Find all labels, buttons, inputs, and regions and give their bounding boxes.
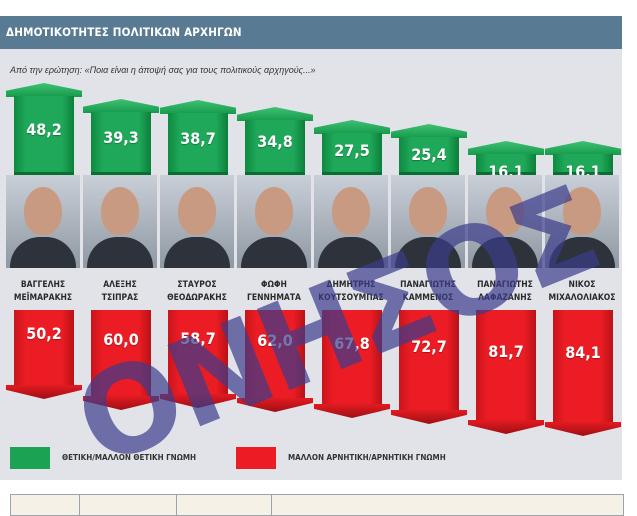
- leader-name: ΑΛΕΞΗΣ ΤΣΙΠΡΑΣ: [81, 279, 159, 305]
- positive-bar: 16,1: [553, 154, 613, 181]
- positive-value: 27,5: [334, 141, 370, 160]
- negative-bar: 58,7: [168, 310, 228, 395]
- leader-first-name: ΑΛΕΞΗΣ: [103, 280, 137, 290]
- arrow-up-icon: [468, 141, 544, 155]
- leader-name: ΦΩΦΗ ΓΕΝΝΗΜΑΤΑ: [235, 279, 313, 305]
- leader-name: ΔΗΜΗΤΡΗΣ ΚΟΥΤΣΟΥΜΠΑΣ: [312, 279, 390, 305]
- leader-last-name: ΜΕΪΜΑΡΑΚΗΣ: [13, 293, 73, 303]
- leader-photo: [83, 175, 157, 268]
- chart-title: ΔΗΜΟΤΙΚΟΤΗΤΕΣ ΠΟΛΙΤΙΚΩΝ ΑΡΧΗΓΩΝ: [0, 16, 622, 49]
- leader-photo: [391, 175, 465, 268]
- leader-first-name: ΣΤΑΥΡΟΣ: [177, 280, 217, 290]
- leader-photo: [6, 175, 80, 268]
- leader-photo: [468, 175, 542, 268]
- legend-label-positive: ΘΕΤΙΚΗ/ΜΑΛΛΟΝ ΘΕΤΙΚΗ ΓΝΩΜΗ: [62, 453, 197, 462]
- negative-value: 50,2: [26, 324, 62, 343]
- leader-name: ΝΙΚΟΣ ΜΙΧΑΛΟΛΙΑΚΟΣ: [543, 279, 621, 305]
- arrow-up-icon: [160, 100, 236, 114]
- positive-arrow: 38,7: [160, 100, 236, 175]
- legend-swatch-positive: [10, 447, 50, 469]
- negative-bar: 84,1: [553, 310, 613, 423]
- positive-arrow: 48,2: [6, 83, 82, 175]
- leader-photo: [160, 175, 234, 268]
- leader-last-name: ΜΙΧΑΛΟΛΙΑΚΟΣ: [548, 293, 616, 303]
- arrow-up-icon: [545, 141, 621, 155]
- positive-bar: 25,4: [399, 137, 459, 175]
- negative-value: 72,7: [411, 336, 447, 356]
- positive-arrow: 25,4: [391, 124, 467, 175]
- negative-value: 58,7: [180, 328, 216, 348]
- arrow-up-icon: [391, 124, 467, 138]
- leader-name: ΣΤΑΥΡΟΣ ΘΕΟΔΩΡΑΚΗΣ: [158, 279, 236, 305]
- arrow-down-icon: [160, 394, 236, 408]
- arrow-down-icon: [468, 420, 544, 434]
- arrow-down-icon: [6, 385, 82, 399]
- negative-value: 84,1: [565, 342, 601, 362]
- positive-value: 39,3: [103, 128, 139, 147]
- leader-last-name: ΚΑΜΜΕΝΟΣ: [402, 293, 454, 303]
- leader-name: ΒΑΓΓΕΛΗΣ ΜΕΪΜΑΡΑΚΗΣ: [4, 279, 82, 305]
- positive-arrow: 16,1: [545, 141, 621, 181]
- negative-value: 62,0: [257, 330, 293, 350]
- negative-bar: 62,0: [245, 310, 305, 399]
- leader-photo: [237, 175, 311, 268]
- positive-arrow: 34,8: [237, 107, 313, 175]
- positive-bar: 39,3: [91, 112, 151, 175]
- leader-first-name: ΝΙΚΟΣ: [568, 280, 596, 290]
- leader-first-name: ΠΑΝΑΓΙΩΤΗΣ: [477, 280, 533, 290]
- positive-arrow: 16,1: [468, 141, 544, 181]
- positive-value: 25,4: [411, 145, 447, 164]
- negative-bar: 72,7: [399, 310, 459, 411]
- arrow-down-icon: [83, 396, 159, 410]
- leader-photo: [314, 175, 388, 268]
- leader-first-name: ΒΑΓΓΕΛΗΣ: [20, 280, 66, 290]
- negative-bar: 50,2: [14, 310, 74, 386]
- leader-last-name: ΓΕΝΝΗΜΑΤΑ: [247, 293, 301, 303]
- leader-last-name: ΚΟΥΤΣΟΥΜΠΑΣ: [318, 293, 384, 303]
- chart-subtitle: Από την ερώτηση: «Ποια είναι η άποψή σας…: [10, 65, 316, 75]
- negative-bar: 67,8: [322, 310, 382, 405]
- leader-last-name: ΤΣΙΠΡΑΣ: [101, 293, 139, 303]
- negative-bar: 81,7: [476, 310, 536, 421]
- positive-bar: 27,5: [322, 133, 382, 175]
- arrow-up-icon: [237, 107, 313, 121]
- arrow-down-icon: [391, 410, 467, 424]
- arrow-up-icon: [6, 83, 82, 97]
- next-table-edge: [10, 494, 624, 516]
- arrow-down-icon: [545, 422, 621, 436]
- leader-name: ΠΑΝΑΓΙΩΤΗΣ ΚΑΜΜΕΝΟΣ: [389, 279, 467, 305]
- legend-swatch-negative: [236, 447, 276, 469]
- arrow-up-icon: [83, 99, 159, 113]
- positive-value: 38,7: [180, 128, 216, 148]
- positive-value: 34,8: [257, 132, 293, 151]
- negative-value: 81,7: [488, 341, 524, 361]
- leader-first-name: ΠΑΝΑΓΙΩΤΗΣ: [400, 280, 456, 290]
- positive-arrow: 39,3: [83, 99, 159, 175]
- positive-value: 48,2: [26, 120, 62, 139]
- leader-first-name: ΦΩΦΗ: [261, 280, 287, 290]
- arrow-down-icon: [314, 404, 390, 418]
- leader-last-name: ΘΕΟΔΩΡΑΚΗΣ: [167, 293, 227, 303]
- leader-last-name: ΛΑΦΑΖΑΝΗΣ: [478, 293, 532, 303]
- leader-first-name: ΔΗΜΗΤΡΗΣ: [326, 280, 376, 290]
- arrow-up-icon: [314, 120, 390, 134]
- leader-name: ΠΑΝΑΓΙΩΤΗΣ ΛΑΦΑΖΑΝΗΣ: [466, 279, 544, 305]
- leader-photo: [545, 175, 619, 268]
- positive-bar: 34,8: [245, 120, 305, 175]
- positive-arrow: 27,5: [314, 120, 390, 175]
- legend-label-negative: ΜΑΛΛΟΝ ΑΡΝΗΤΙΚΗ/ΑΡΝΗΤΙΚΗ ΓΝΩΜΗ: [288, 453, 446, 462]
- positive-bar: 48,2: [14, 96, 74, 175]
- chart-panel: ΔΗΜΟΤΙΚΟΤΗΤΕΣ ΠΟΛΙΤΙΚΩΝ ΑΡΧΗΓΩΝ Από την …: [0, 16, 622, 480]
- arrow-down-icon: [237, 398, 313, 412]
- negative-value: 60,0: [103, 329, 139, 349]
- negative-value: 67,8: [334, 333, 370, 353]
- positive-bar: 38,7: [168, 113, 228, 175]
- negative-bar: 60,0: [91, 310, 151, 397]
- positive-bar: 16,1: [476, 154, 536, 181]
